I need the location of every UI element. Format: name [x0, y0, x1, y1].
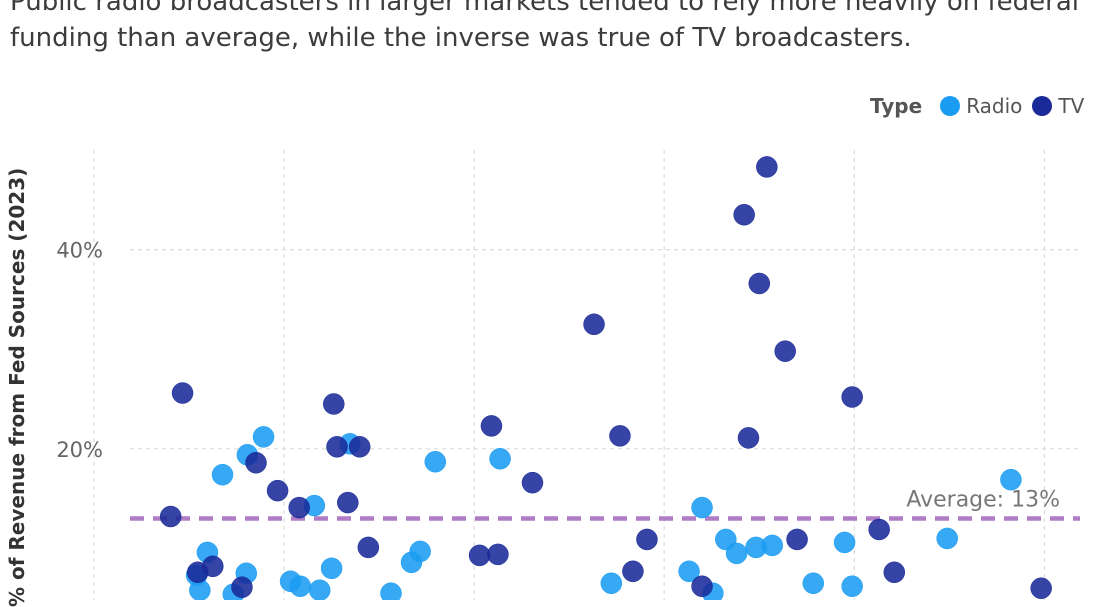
- radio-point-17: [424, 450, 447, 473]
- legend-item-tv[interactable]: TV: [1032, 94, 1084, 118]
- radio-point-3: [211, 463, 234, 486]
- radio-point-30: [936, 527, 958, 550]
- tv-point-25: [756, 156, 778, 178]
- y-tick-labels: 20% 40%: [56, 239, 103, 462]
- grid-layer: [93, 150, 1080, 600]
- tv-point-15: [487, 543, 509, 566]
- tv-point-24: [748, 272, 771, 295]
- legend-item-radio[interactable]: Radio: [940, 94, 1022, 118]
- radio-point-12: [320, 557, 343, 580]
- tv-point-9: [326, 436, 348, 458]
- legend-swatch-radio: [940, 96, 961, 116]
- tv-point-19: [622, 560, 644, 583]
- radio-point-10: [308, 579, 331, 600]
- radio-point-16: [409, 540, 431, 563]
- legend-label-tv: TV: [1058, 94, 1085, 118]
- tv-point-23: [737, 427, 760, 449]
- radio-point-21: [691, 496, 713, 519]
- radio-point-28: [833, 531, 856, 554]
- tv-point-14: [480, 415, 503, 437]
- tv-point-3: [202, 555, 224, 578]
- tv-point-28: [841, 386, 863, 408]
- tv-point-18: [609, 425, 631, 447]
- chart-legend: Type Radio TV: [870, 92, 1084, 120]
- radio-point-27: [802, 572, 825, 595]
- tv-point-17: [583, 313, 605, 336]
- tv-point-0: [159, 505, 182, 528]
- tv-point-10: [337, 491, 359, 514]
- tv-point-1: [171, 382, 194, 404]
- radio-point-20: [678, 560, 700, 583]
- average-reference: Average: 13%: [130, 488, 1080, 521]
- legend-title: Type: [870, 94, 923, 118]
- radio-point-7: [252, 426, 275, 448]
- tv-point-5: [245, 451, 267, 474]
- tv-point-7: [323, 393, 345, 415]
- average-label: Average: 13%: [906, 488, 1060, 513]
- radio-point-19: [600, 572, 623, 595]
- radio-point-31: [1000, 468, 1022, 491]
- y-tick-label-1: 40%: [56, 239, 103, 263]
- tv-point-11: [348, 436, 371, 458]
- data-points: [159, 156, 1052, 600]
- y-tick-label-0: 20%: [56, 438, 103, 462]
- tv-point-20: [636, 528, 658, 551]
- legend-label-radio: Radio: [966, 94, 1023, 118]
- tv-point-16: [521, 471, 544, 494]
- radio-point-14: [380, 582, 402, 600]
- tv-point-22: [733, 203, 755, 226]
- subtitle-line-2: funding than average, while the inverse …: [10, 23, 912, 53]
- tv-point-13: [468, 544, 491, 567]
- legend-swatch-tv: [1032, 96, 1053, 116]
- tv-point-12: [357, 536, 380, 559]
- series-tv: [159, 156, 1052, 599]
- tv-point-4: [231, 576, 253, 598]
- chart-subtitle: Public radio broadcasters in larger mark…: [10, 0, 1095, 56]
- tv-point-29: [868, 518, 890, 541]
- radio-point-18: [489, 448, 511, 470]
- radio-point-29: [841, 575, 863, 597]
- radio-point-9: [289, 575, 312, 597]
- tv-point-26: [774, 340, 796, 362]
- tv-point-27: [786, 528, 808, 551]
- tv-point-30: [883, 561, 906, 584]
- tv-point-31: [1030, 577, 1052, 599]
- tv-point-6: [266, 479, 289, 502]
- tv-point-8: [288, 496, 310, 519]
- radio-point-24: [725, 542, 748, 565]
- tv-point-21: [691, 575, 713, 597]
- subtitle-line-1: Public radio broadcasters in larger mark…: [10, 0, 1079, 17]
- radio-point-26: [761, 534, 783, 557]
- series-radio: [185, 426, 1022, 600]
